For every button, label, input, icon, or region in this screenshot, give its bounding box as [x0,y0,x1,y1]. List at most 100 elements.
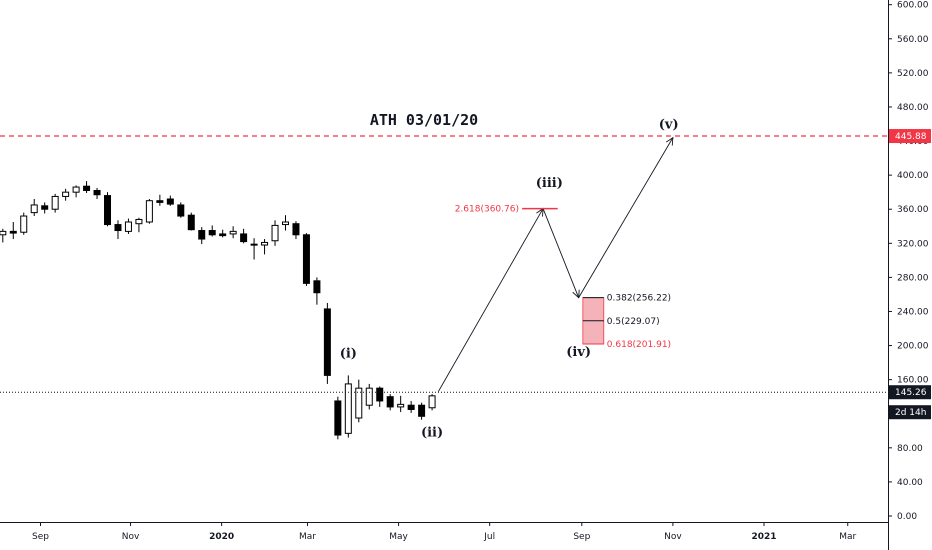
arrow-head [665,136,674,146]
candle [292,221,300,240]
candle-body-down [302,234,310,284]
candle-body-down [313,280,321,294]
candle [344,375,352,438]
x-tick-label: May [389,532,408,542]
plot-background [0,0,888,522]
x-tick-label: Mar [839,532,856,542]
candle-body-down [177,204,185,217]
price-tag-label: 145.26 [895,388,927,398]
candle [41,202,49,214]
candle-body-down [83,185,91,191]
candle [208,225,216,237]
fib-zone-label: 0.5(229.07) [607,317,660,327]
candle-body-up [20,215,28,233]
candle-body-down [240,233,248,243]
wave-label: (iv) [566,345,591,360]
x-tick-label: Jul [483,532,495,542]
candle [135,217,143,233]
candle [281,215,289,231]
candle [72,185,80,198]
candle-body-up [135,218,143,225]
candle [302,233,310,286]
candle-body-up [271,224,279,242]
wave-label: (iii) [536,176,563,191]
wave-label: (ii) [421,426,443,441]
y-tick-label: 400.00 [897,171,929,181]
candle [355,379,363,423]
candle [62,188,70,201]
candle-body-up [72,186,80,193]
y-tick-label: 560.00 [897,35,929,45]
countdown-tag [889,405,931,420]
wave-label: (v) [659,117,679,132]
candle [51,193,59,213]
candle [93,187,101,199]
candle [428,394,436,411]
fib-zone-label: 0.618(201.91) [607,340,671,350]
candles [0,181,436,440]
price-tag-label: 445.88 [895,132,927,142]
candle [250,238,258,260]
candle-body-up [344,383,352,434]
x-tick-label: Sep [32,532,49,542]
candle-body-down [93,189,101,196]
annotations: (i) (ii) (iii) (iv) (v) 2.618(360.76) 0.382(25… [0,111,888,441]
x-tick-label: Nov [122,532,140,542]
price-axis[interactable]: 600.00560.00520.00480.00440.00400.00360.… [888,0,931,550]
y-tick-label: 80.00 [897,444,923,454]
candle-body-up [355,387,363,419]
candle-body-down [114,224,122,232]
y-tick-label: 240.00 [897,307,929,317]
y-tick-label: 200.00 [897,342,929,352]
candle [240,228,248,244]
candle [9,222,17,240]
candle [177,202,185,218]
candle-body-up [124,221,132,232]
projection-segment [578,137,674,298]
candle-body-down [9,230,17,234]
candle [166,195,174,206]
y-tick-label: 600.00 [897,1,929,11]
candle-body-down [208,230,216,236]
candle [104,192,112,227]
candle [0,228,7,243]
x-tick-label: Mar [299,532,316,542]
candle [20,212,28,235]
candle-body-up [281,221,289,226]
x-tick-label: Nov [664,532,682,542]
candle [271,220,279,246]
candle-body-up [62,191,70,197]
chart-title: ATH 03/01/20 [370,111,478,129]
candle [313,277,321,305]
candle [397,395,405,413]
candle-body-down [376,387,384,402]
projection-segment [542,208,580,298]
candle [418,402,426,420]
candle-body-up [428,395,436,409]
x-tick-label: Sep [573,532,590,542]
candle-body-up [365,387,373,406]
fib-level-label: 2.618(360.76) [455,205,519,215]
y-tick-label: 360.00 [897,205,929,215]
candle [124,218,132,234]
candle [198,227,206,245]
candle-body-down [198,230,206,240]
candle [376,386,384,407]
candle-body-down [386,396,394,408]
candle-body-up [30,204,38,214]
candle-body-up [0,230,7,236]
candle-body-down [323,308,331,376]
projection-segment [437,208,544,392]
candle-body-down [418,404,426,417]
y-tick-label: 480.00 [897,103,929,113]
candle [323,302,331,384]
time-axis[interactable]: Sep Nov 2020 Mar May Jul Sep Nov 2021 Mar [0,522,889,542]
candle [365,383,373,410]
candle-body-up [145,200,153,223]
fib-zone-label: 0.382(256.22) [607,294,671,304]
countdown-label: 2d 14h [895,408,926,418]
candle-body-up [261,241,269,246]
candle-body-down [104,195,112,226]
candle [156,194,164,206]
